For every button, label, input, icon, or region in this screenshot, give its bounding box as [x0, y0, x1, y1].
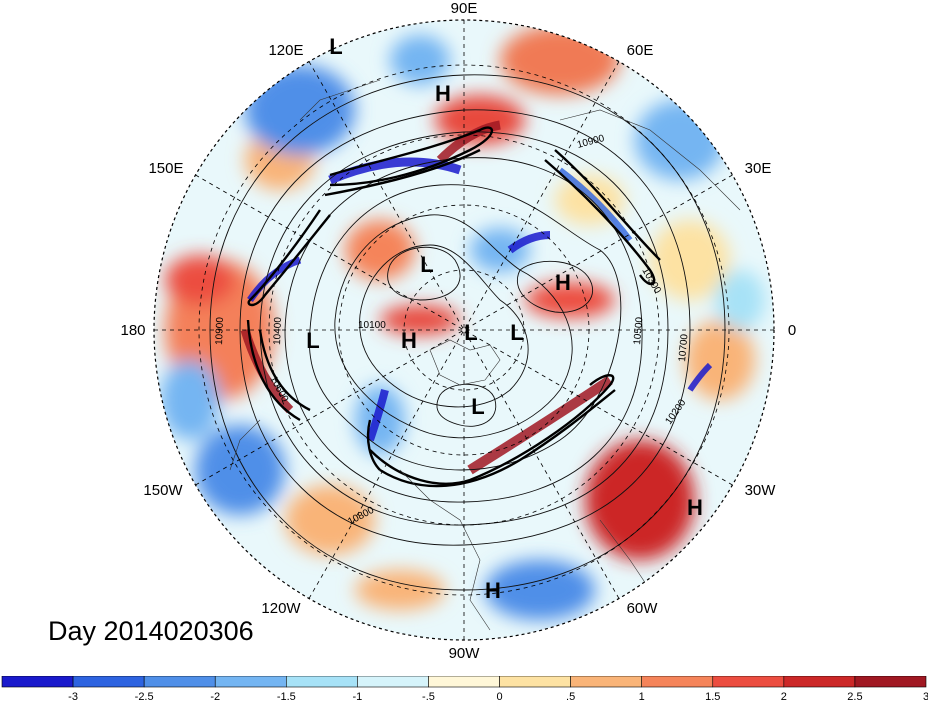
high-center-marker: H	[485, 578, 501, 603]
day-label: Day 2014020306	[48, 616, 254, 646]
colorbar-box	[783, 676, 856, 688]
colorbar: -3 -2.5 -2 -1.5 -1 -.5 0 .5 1 1.5 2 2.5 3	[1, 676, 928, 702]
low-center-marker: L	[329, 34, 342, 59]
colorbar-tick-label: -2	[210, 691, 220, 702]
colorbar-box	[214, 676, 287, 688]
low-center-marker: L	[306, 328, 319, 353]
colorbar-tick-label: -1.5	[277, 691, 296, 702]
colorbar-tick-label: 2.5	[847, 691, 862, 702]
colorbar-box	[641, 676, 714, 688]
high-center-marker: H	[555, 270, 571, 295]
colorbar-box	[286, 676, 358, 688]
high-center-marker: H	[435, 81, 451, 106]
colorbar-box	[499, 676, 571, 688]
jet-contours	[246, 126, 661, 488]
colorbar-tick-label: -.5	[422, 691, 435, 702]
lon-label-150e: 150E	[148, 160, 183, 177]
lon-label-30w: 30W	[745, 482, 777, 499]
lon-label-180: 180	[120, 322, 145, 339]
lon-label-60w: 60W	[627, 600, 659, 617]
lon-label-90w: 90W	[449, 645, 481, 662]
lon-label-120w: 120W	[261, 600, 301, 617]
high-center-marker: H	[687, 495, 703, 520]
graticule	[154, 20, 774, 640]
colorbar-box	[428, 676, 500, 688]
colorbar-tick-label: -3	[68, 691, 78, 702]
colorbar-tick-label: 0	[496, 691, 502, 702]
colorbar-tick-labels: -3 -2.5 -2 -1.5 -1 -.5 0 .5 1 1.5 2 2.5 3	[68, 691, 928, 702]
lon-label-0: 0	[788, 322, 796, 339]
colorbar-box	[570, 676, 642, 688]
colorbar-tick-label: 1	[639, 691, 645, 702]
colorbar-tick-label: -1	[352, 691, 362, 702]
low-center-marker: L	[471, 394, 484, 419]
colorbar-tick-label: 1.5	[705, 691, 720, 702]
colorbar-boxes	[1, 676, 927, 688]
colorbar-box	[1, 676, 74, 688]
low-center-marker: L	[420, 252, 433, 277]
contour-label: 10700	[677, 333, 690, 362]
colorbar-box	[143, 676, 216, 688]
lon-label-90e: 90E	[451, 0, 478, 17]
lon-label-150w: 150W	[143, 482, 183, 499]
colorbar-box	[712, 676, 785, 688]
longitude-labels: 90E 60E 30E 0 30W 60W 90W 120W 150W 180 …	[120, 0, 796, 662]
colorbar-tick-label: 3	[923, 691, 928, 702]
contour-label: 10500	[632, 316, 645, 345]
contour-label: 10100	[358, 320, 386, 331]
lon-label-60e: 60E	[627, 42, 654, 59]
anomaly-field	[154, 20, 774, 640]
high-center-marker: H	[401, 328, 417, 353]
polar-stereographic-map: 90E 60E 30E 0 30W 60W 90W 120W 150W 180 …	[120, 0, 796, 662]
low-center-marker: L	[510, 320, 523, 345]
colorbar-box	[357, 676, 429, 688]
pressure-centers: L H L H L H L L L L H H	[306, 34, 703, 603]
colorbar-tick-label: .5	[566, 691, 575, 702]
contour-label: 10400	[272, 316, 284, 345]
colorbar-tick-label: -2.5	[135, 691, 154, 702]
lon-label-30e: 30E	[745, 160, 772, 177]
colorbar-box	[854, 676, 927, 688]
lon-label-120e: 120E	[268, 42, 303, 59]
contour-label: 10900	[214, 316, 226, 345]
colorbar-box	[72, 676, 145, 688]
low-center-marker: L	[464, 320, 477, 345]
colorbar-tick-label: 2	[781, 691, 787, 702]
coastlines	[229, 79, 741, 631]
